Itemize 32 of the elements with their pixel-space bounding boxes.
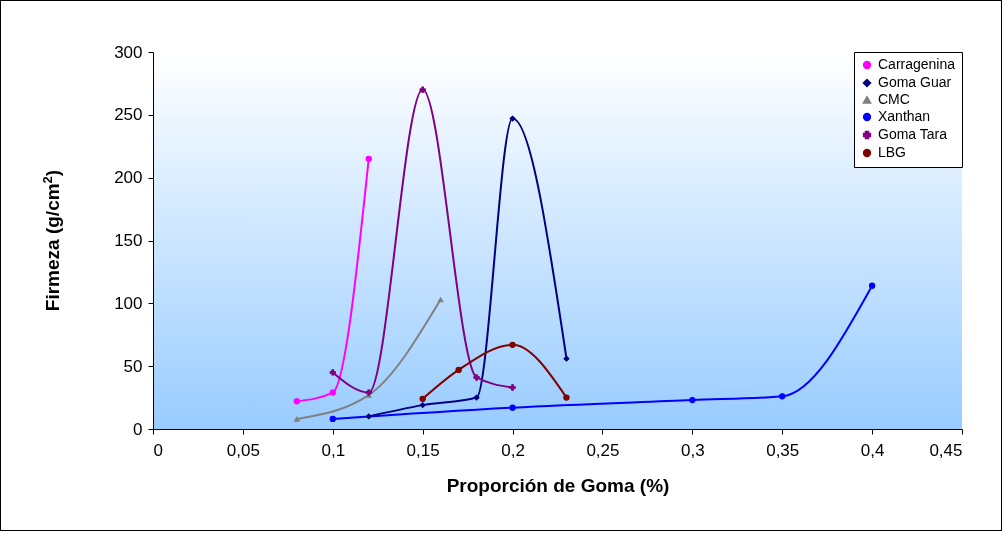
y-tick-label: 0	[133, 419, 143, 439]
point	[509, 384, 516, 391]
point	[473, 374, 480, 381]
y-tick-label: 100	[114, 293, 143, 313]
x-tick-label: 0,35	[766, 440, 800, 460]
legend-label: Xanthan	[878, 108, 931, 124]
point	[473, 394, 480, 401]
legend-label: Carragenina	[878, 56, 956, 72]
x-tick-label: 0	[153, 440, 163, 460]
x-tick-label: 0,15	[406, 440, 440, 460]
point	[509, 115, 516, 122]
x-tick-label: 0,4	[860, 440, 885, 460]
y-tick-label: 300	[114, 42, 143, 62]
x-tick-label: 0,45	[929, 440, 963, 460]
x-tick-label: 0,05	[226, 440, 260, 460]
point	[563, 355, 570, 362]
x-tick-label: 0,3	[681, 440, 705, 460]
point	[563, 394, 570, 401]
legend-label: Goma Tara	[878, 126, 948, 142]
x-tick-label: 0,25	[586, 440, 620, 460]
y-tick-label: 250	[114, 105, 143, 125]
x-tick-label: 0,2	[501, 440, 525, 460]
legend-label: CMC	[878, 91, 910, 107]
legend-label: Goma Guar	[878, 74, 952, 90]
x-axis-title: Proporción de Goma (%)	[446, 474, 670, 496]
x-tick-label: 0,1	[321, 440, 346, 460]
legend-label: LBG	[878, 144, 907, 160]
point	[419, 86, 426, 93]
y-tick-label: 50	[123, 356, 143, 376]
point	[509, 404, 516, 411]
y-tick-label: 200	[114, 168, 143, 188]
y-tick-label: 150	[114, 231, 143, 250]
